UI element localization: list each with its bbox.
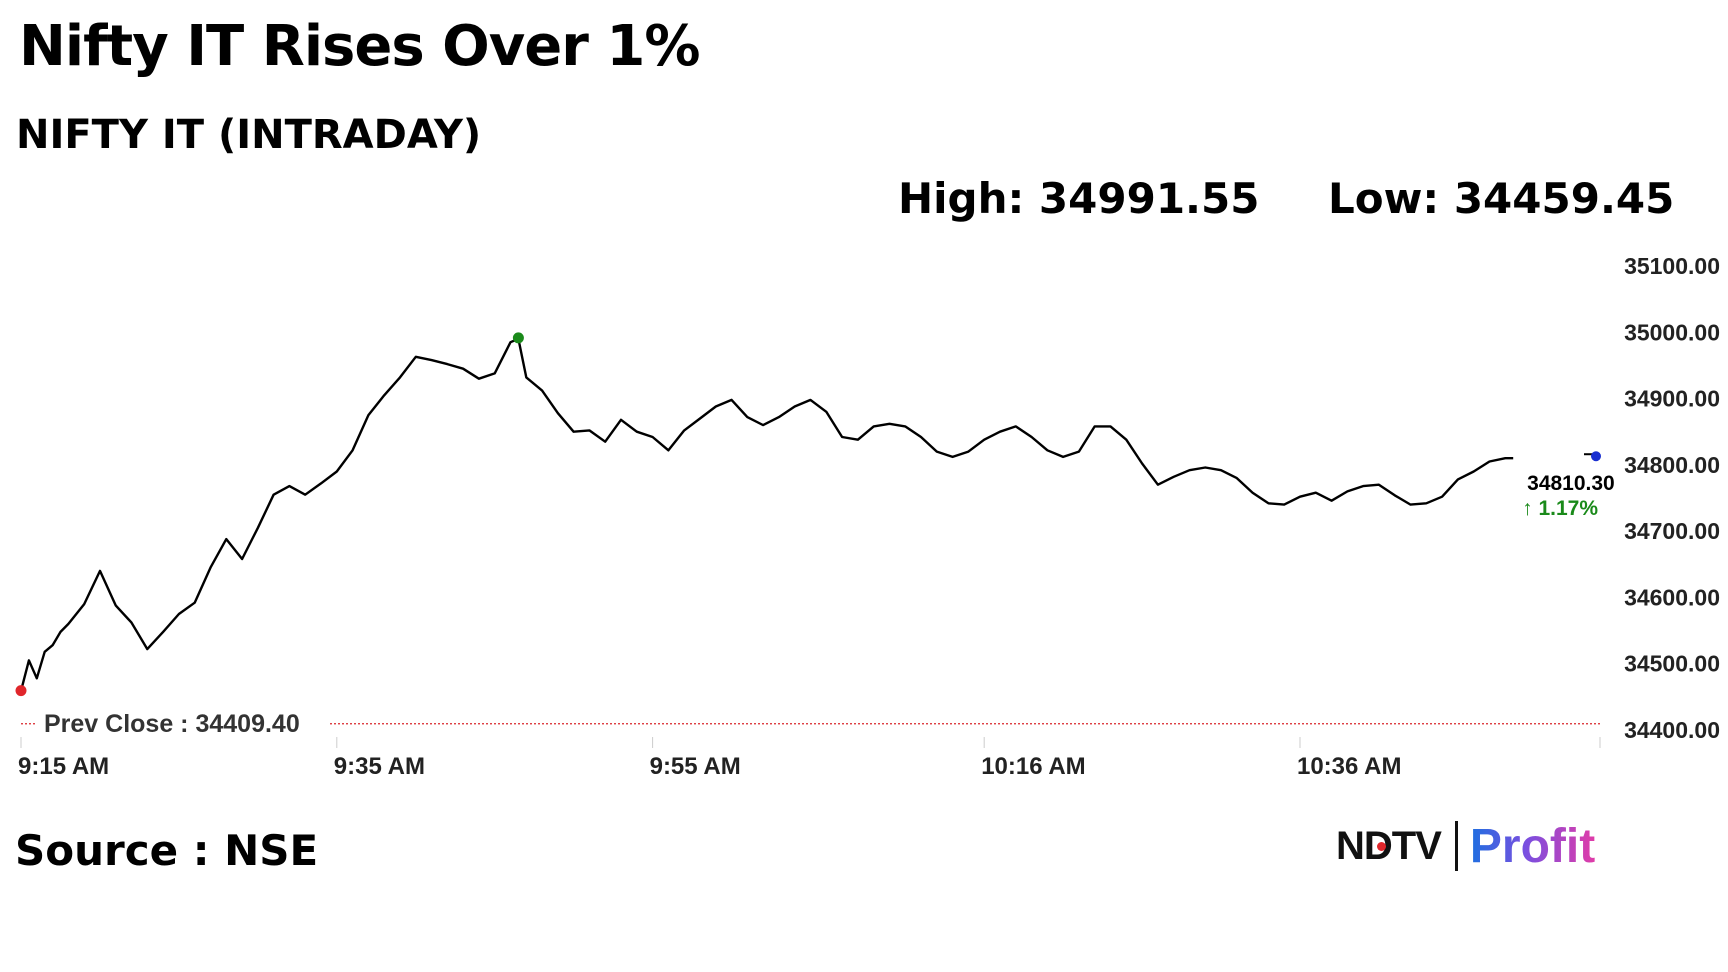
y-tick-label: 34400.00 [1624, 717, 1720, 743]
change-percent-label: ↑ 1.17% [1522, 497, 1598, 520]
source-label: Source : NSE [15, 826, 319, 875]
ndtv-profit-logo: NDTV Profit [1336, 818, 1595, 874]
y-tick-label: 34900.00 [1624, 386, 1720, 412]
intraday-chart: 35100.00 35000.00 34900.00 34800.00 34700.00… [15, 253, 1720, 780]
y-tick-label: 35100.00 [1624, 253, 1720, 279]
y-tick-label: 34600.00 [1624, 584, 1720, 610]
x-tick-label: 10:16 AM [981, 753, 1085, 780]
y-tick-label: 34800.00 [1624, 452, 1720, 478]
x-tick-label: 9:15 AM [18, 753, 109, 780]
x-tick-label: 10:36 AM [1297, 753, 1401, 780]
logo-divider [1454, 821, 1458, 871]
high-marker [512, 332, 524, 344]
last-price-marker [1591, 451, 1601, 462]
last-value-label: 34810.30 [1527, 472, 1615, 495]
logo-ndtv-text: NDTV [1336, 823, 1442, 868]
high-value: High: 34991.55 [898, 174, 1260, 223]
x-tick-label: 9:55 AM [650, 753, 741, 780]
chart-subtitle: NIFTY IT (INTRADAY) [16, 112, 482, 158]
logo-profit-text: Profit [1469, 819, 1596, 873]
y-tick-label: 34500.00 [1624, 651, 1720, 677]
chart-title: Nifty IT Rises Over 1% [19, 14, 700, 79]
prev-close-label: Prev Close : 34409.40 [44, 710, 300, 738]
x-tick-label: 9:35 AM [334, 753, 425, 780]
low-value: Low: 34459.45 [1328, 174, 1675, 223]
low-marker [15, 685, 27, 697]
logo-dot-icon [1377, 841, 1386, 851]
y-tick-label: 35000.00 [1624, 319, 1720, 345]
y-tick-label: 34700.00 [1624, 518, 1720, 544]
series-line [19, 337, 1514, 692]
